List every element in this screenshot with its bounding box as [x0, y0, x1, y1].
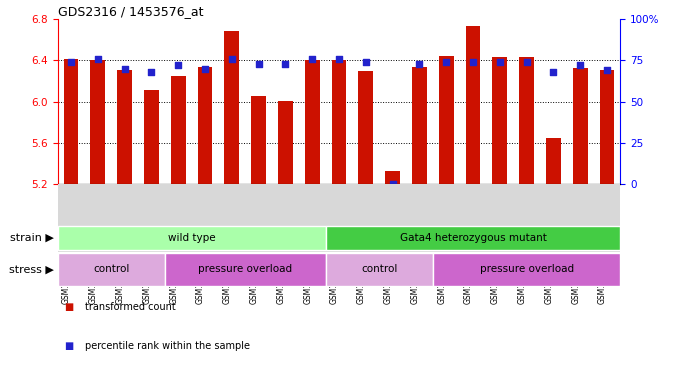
Point	[226, 56, 237, 62]
Point	[92, 56, 103, 62]
Point	[468, 59, 479, 65]
Text: pressure overload: pressure overload	[479, 264, 574, 274]
Point	[548, 69, 559, 75]
Bar	[325, 226, 620, 250]
Bar	[359, 71, 373, 184]
Bar	[58, 253, 165, 286]
Bar	[252, 96, 266, 184]
Text: percentile rank within the sample: percentile rank within the sample	[85, 341, 250, 351]
Bar	[573, 68, 588, 184]
Bar	[171, 76, 186, 184]
Bar	[385, 171, 400, 184]
Bar	[224, 31, 239, 184]
Text: stress ▶: stress ▶	[9, 265, 54, 275]
Bar	[433, 253, 620, 286]
Bar	[117, 70, 132, 184]
Point	[199, 66, 210, 72]
Bar	[466, 26, 480, 184]
Text: ■: ■	[64, 302, 74, 312]
Bar	[278, 101, 293, 184]
Point	[253, 61, 264, 67]
Point	[334, 56, 344, 62]
Bar	[325, 253, 433, 286]
Point	[414, 61, 425, 67]
Bar	[439, 56, 454, 184]
Bar	[165, 253, 325, 286]
Bar	[64, 60, 79, 184]
Point	[521, 59, 532, 65]
Point	[494, 59, 505, 65]
Bar	[546, 138, 561, 184]
Text: transformed count: transformed count	[85, 302, 176, 312]
Point	[361, 59, 372, 65]
Point	[441, 59, 452, 65]
Bar	[305, 61, 319, 184]
Point	[119, 66, 130, 72]
Bar	[519, 57, 534, 184]
Bar	[332, 61, 346, 184]
Bar	[412, 67, 426, 184]
Text: Gata4 heterozygous mutant: Gata4 heterozygous mutant	[399, 233, 546, 243]
Point	[280, 61, 291, 67]
Bar	[198, 67, 212, 184]
Point	[146, 69, 157, 75]
Text: wild type: wild type	[167, 233, 216, 243]
Text: pressure overload: pressure overload	[198, 264, 292, 274]
Text: GDS2316 / 1453576_at: GDS2316 / 1453576_at	[58, 5, 203, 18]
Bar	[492, 57, 507, 184]
Text: ■: ■	[64, 341, 74, 351]
Point	[575, 62, 586, 68]
Point	[306, 56, 317, 62]
Text: control: control	[93, 264, 129, 274]
Bar	[599, 70, 614, 184]
Bar	[144, 90, 159, 184]
Point	[66, 59, 77, 65]
Bar	[90, 61, 105, 184]
Point	[601, 67, 612, 73]
Text: strain ▶: strain ▶	[10, 233, 54, 243]
Bar	[58, 226, 325, 250]
Point	[387, 181, 398, 187]
Point	[173, 62, 184, 68]
Text: control: control	[361, 264, 397, 274]
